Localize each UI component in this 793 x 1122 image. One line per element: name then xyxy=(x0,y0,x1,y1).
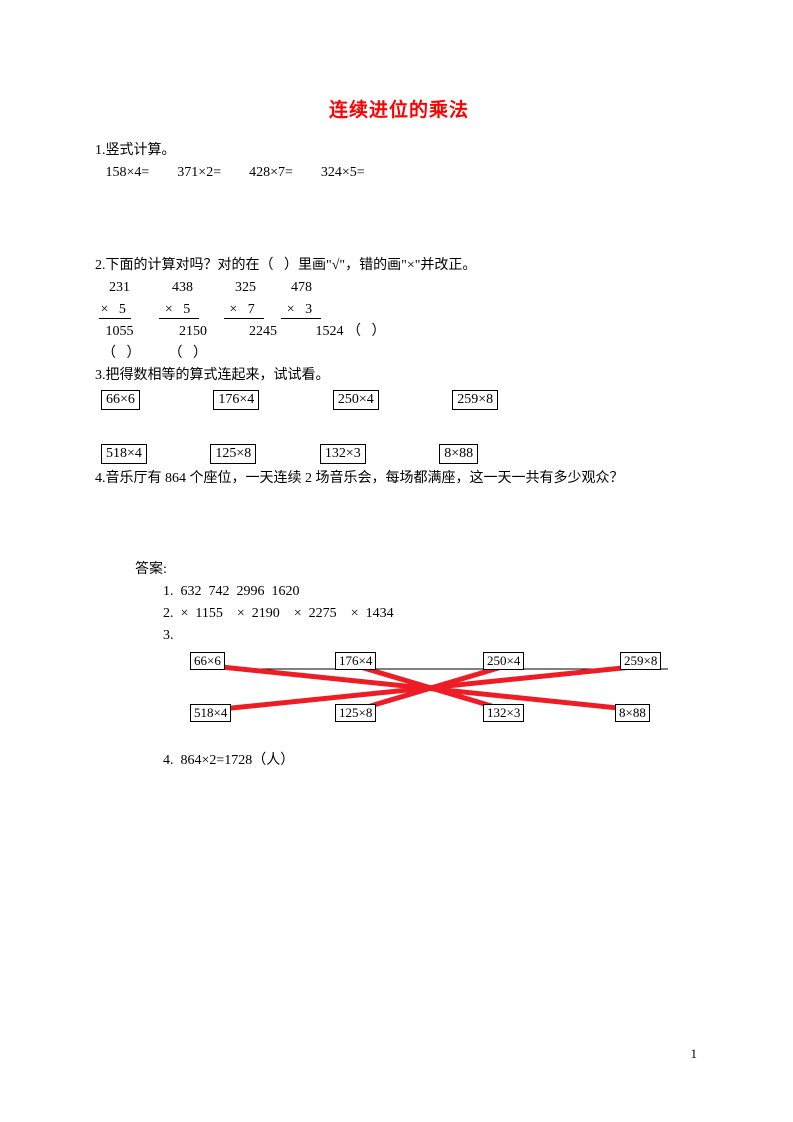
diagram-bot-box: 518×4 xyxy=(190,704,231,722)
q3-box: 125×8 xyxy=(210,444,256,464)
q2-res: 1055 xyxy=(106,324,134,339)
q1-item: 428×7= xyxy=(249,165,293,180)
q2-row-top: 231 438 325 478 xyxy=(95,277,703,298)
worksheet-page: 连续进位的乘法 1.竖式计算。 158×4= 371×2= 428×7= 324… xyxy=(0,0,793,812)
q1-item: 324×5= xyxy=(321,165,365,180)
diagram-top-box: 259×8 xyxy=(620,652,661,670)
q2-paren: （ ） xyxy=(347,324,386,339)
answers-block: 答案: 1. 632 742 2996 1620 2. × 1155 × 219… xyxy=(135,559,703,771)
answer-2: 2. × 1155 × 2190 × 2275 × 1434 xyxy=(163,603,703,624)
page-title: 连续进位的乘法 xyxy=(95,95,703,122)
q2-num: 325 xyxy=(235,280,256,295)
q2-heading: 2.下面的计算对吗？对的在（ ）里画"√"，错的画"×"并改正。 xyxy=(95,255,703,276)
q3-box: 8×88 xyxy=(439,444,478,464)
q1-items: 158×4= 371×2= 428×7= 324×5= xyxy=(95,162,703,183)
spacer xyxy=(95,184,703,254)
answer-1: 1. 632 742 2996 1620 xyxy=(163,581,703,602)
q3-box: 132×3 xyxy=(320,444,366,464)
q2-res: 1524 xyxy=(316,324,344,339)
q2-row-mid: × 5 × 5 × 7 × 3 xyxy=(95,299,703,320)
answers-label: 答案: xyxy=(135,559,703,580)
q2-op: × 5 xyxy=(101,302,126,317)
q3-box: 250×4 xyxy=(333,390,379,410)
q1-item: 371×2= xyxy=(177,165,221,180)
q2-paren: （ ） xyxy=(102,346,141,361)
diagram-top-box: 250×4 xyxy=(483,652,524,670)
diagram-top-box: 66×6 xyxy=(190,652,225,670)
q1-item: 158×4= xyxy=(106,165,150,180)
q2-row-bot: 1055 2150 2245 1524 （ ） xyxy=(95,321,703,342)
q2-res: 2150 xyxy=(179,324,207,339)
q3-box: 518×4 xyxy=(101,444,147,464)
q2-op: × 5 xyxy=(165,302,190,317)
q3-box: 66×6 xyxy=(101,390,140,410)
q1-heading: 1.竖式计算。 xyxy=(95,140,703,161)
q2-row-paren: （ ） （ ） xyxy=(95,343,703,364)
q2-num: 231 xyxy=(109,280,130,295)
q2-op: × 3 xyxy=(287,302,312,317)
q2-op: × 7 xyxy=(229,302,254,317)
page-number: 1 xyxy=(691,1046,698,1062)
diagram-bot-box: 125×8 xyxy=(335,704,376,722)
connection-lines xyxy=(190,652,670,732)
q3-row-a: 66×6 176×4 250×4 259×8 xyxy=(101,390,703,410)
diagram-bot-box: 132×3 xyxy=(483,704,524,722)
q3-heading: 3.把得数相等的算式连起来，试试看。 xyxy=(95,365,703,386)
q3-row-b: 518×4 125×8 132×3 8×88 xyxy=(101,444,703,464)
q4-text: 4.音乐厅有 864 个座位，一天连续 2 场音乐会，每场都满座，这一天一共有多… xyxy=(95,468,703,489)
diagram-bot-box: 8×88 xyxy=(615,704,650,722)
spacer xyxy=(95,414,703,440)
diagram-top-box: 176×4 xyxy=(335,652,376,670)
q3-box: 176×4 xyxy=(213,390,259,410)
answer-3-diagram: 66×6 176×4 250×4 259×8 518×4 125×8 132×3 8×88 xyxy=(190,652,670,732)
answer-4: 4. 864×2=1728（人） xyxy=(163,750,703,771)
q2-paren: （ ） xyxy=(169,346,208,361)
q2-num: 438 xyxy=(172,280,193,295)
answer-3-label: 3. xyxy=(163,625,703,646)
q2-num: 478 xyxy=(291,280,312,295)
q3-box: 259×8 xyxy=(452,390,498,410)
q2-res: 2245 xyxy=(249,324,277,339)
